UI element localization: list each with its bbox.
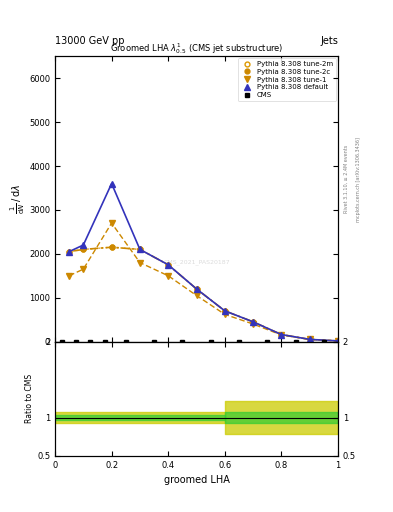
CMS xyxy=(88,338,93,345)
Text: $\frac{1}{\mathrm{d}N}\,/\,\mathrm{d}\lambda$: $\frac{1}{\mathrm{d}N}\,/\,\mathrm{d}\la… xyxy=(9,184,28,214)
Pythia 8.308 tune-1 xyxy=(81,266,86,272)
Line: Pythia 8.308 tune-1: Pythia 8.308 tune-1 xyxy=(66,220,341,344)
Pythia 8.308 tune-2c xyxy=(166,262,171,268)
Pythia 8.308 tune-1 xyxy=(166,273,171,279)
Pythia 8.308 default xyxy=(109,181,114,187)
Line: Pythia 8.308 tune-2m: Pythia 8.308 tune-2m xyxy=(67,245,340,344)
Pythia 8.308 tune-2c xyxy=(138,246,142,252)
CMS xyxy=(74,338,79,345)
Pythia 8.308 tune-2m xyxy=(166,262,171,268)
Pythia 8.308 tune-1 xyxy=(336,338,340,344)
Pythia 8.308 tune-2m xyxy=(279,331,284,337)
Pythia 8.308 tune-1 xyxy=(307,336,312,343)
Pythia 8.308 default xyxy=(279,331,284,337)
Text: Rivet 3.1.10, ≥ 2.4M events: Rivet 3.1.10, ≥ 2.4M events xyxy=(344,145,349,214)
Line: CMS: CMS xyxy=(60,339,326,344)
Pythia 8.308 default xyxy=(166,262,171,268)
CMS xyxy=(265,338,270,345)
Pythia 8.308 tune-2c xyxy=(279,331,284,337)
Pythia 8.308 tune-2m xyxy=(336,338,340,344)
Text: 13000 GeV pp: 13000 GeV pp xyxy=(55,35,125,46)
Pythia 8.308 tune-2c xyxy=(307,336,312,343)
Pythia 8.308 tune-2m xyxy=(251,319,255,325)
Pythia 8.308 default xyxy=(307,336,312,343)
Text: Jets: Jets xyxy=(320,35,338,46)
Pythia 8.308 tune-2m xyxy=(138,246,142,252)
Pythia 8.308 tune-1 xyxy=(138,260,142,266)
Text: CMS_2021_PAS20187: CMS_2021_PAS20187 xyxy=(163,259,230,265)
Pythia 8.308 tune-2c xyxy=(194,286,199,292)
Pythia 8.308 tune-2c xyxy=(67,248,72,254)
CMS xyxy=(293,338,298,345)
Title: Groomed LHA $\lambda^{1}_{0.5}$ (CMS jet substructure): Groomed LHA $\lambda^{1}_{0.5}$ (CMS jet… xyxy=(110,41,283,56)
Text: mcplots.cern.ch [arXiv:1306.3436]: mcplots.cern.ch [arXiv:1306.3436] xyxy=(356,137,361,222)
Pythia 8.308 tune-2m xyxy=(222,308,227,314)
Pythia 8.308 tune-1 xyxy=(109,220,114,226)
Pythia 8.308 default xyxy=(251,319,255,325)
Pythia 8.308 tune-2c xyxy=(251,319,255,325)
CMS xyxy=(180,338,185,345)
Pythia 8.308 default xyxy=(67,248,72,254)
Pythia 8.308 tune-2c xyxy=(222,308,227,314)
Pythia 8.308 tune-2c xyxy=(81,246,86,252)
Pythia 8.308 tune-2c xyxy=(109,244,114,250)
Legend: Pythia 8.308 tune-2m, Pythia 8.308 tune-2c, Pythia 8.308 tune-1, Pythia 8.308 de: Pythia 8.308 tune-2m, Pythia 8.308 tune-… xyxy=(237,58,336,101)
Pythia 8.308 tune-1 xyxy=(194,292,199,298)
Pythia 8.308 tune-2c xyxy=(336,338,340,344)
Pythia 8.308 tune-2m xyxy=(194,286,199,292)
Y-axis label: Ratio to CMS: Ratio to CMS xyxy=(25,374,34,423)
Pythia 8.308 default xyxy=(336,338,340,344)
X-axis label: groomed LHA: groomed LHA xyxy=(163,475,230,485)
CMS xyxy=(208,338,213,345)
CMS xyxy=(102,338,107,345)
Pythia 8.308 tune-2m xyxy=(109,244,114,250)
Pythia 8.308 tune-1 xyxy=(222,311,227,317)
Pythia 8.308 tune-2m xyxy=(67,248,72,254)
CMS xyxy=(237,338,241,345)
CMS xyxy=(123,338,128,345)
CMS xyxy=(60,338,64,345)
Pythia 8.308 tune-2m xyxy=(81,246,86,252)
Pythia 8.308 default xyxy=(138,246,142,252)
Line: Pythia 8.308 tune-2c: Pythia 8.308 tune-2c xyxy=(67,245,340,344)
CMS xyxy=(321,338,326,345)
Pythia 8.308 tune-1 xyxy=(251,321,255,327)
CMS xyxy=(152,338,156,345)
Pythia 8.308 tune-1 xyxy=(279,332,284,338)
Pythia 8.308 tune-2m xyxy=(307,336,312,343)
Pythia 8.308 tune-1 xyxy=(67,273,72,279)
Line: Pythia 8.308 default: Pythia 8.308 default xyxy=(66,181,341,344)
Pythia 8.308 default xyxy=(81,242,86,248)
Pythia 8.308 default xyxy=(222,308,227,314)
Pythia 8.308 default xyxy=(194,286,199,292)
